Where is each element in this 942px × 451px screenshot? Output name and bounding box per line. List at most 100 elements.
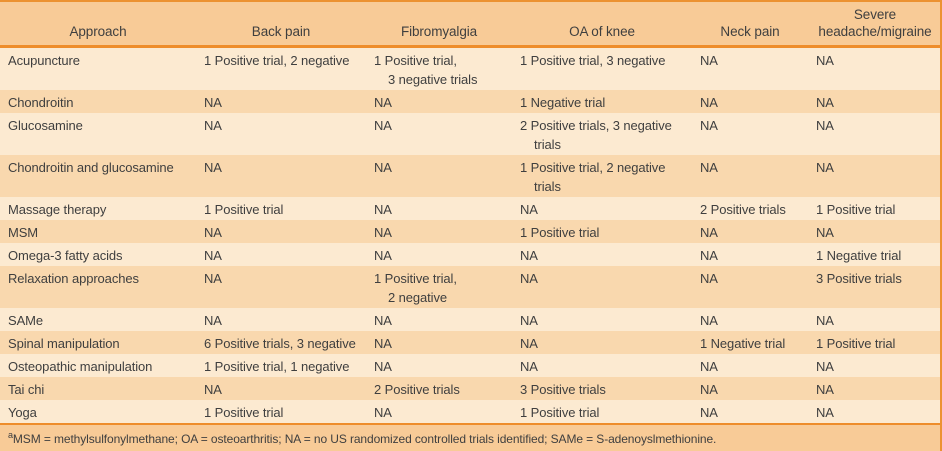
- trial-result-cell: NA: [692, 46, 808, 90]
- cell-text: NA: [374, 224, 392, 240]
- cell-text: 1 Negative trial: [816, 247, 902, 263]
- trial-result-cell: 3 Positive trials: [512, 377, 692, 400]
- trial-result-cell: 1 Positive trial, 2 negative: [196, 46, 366, 90]
- trial-result-cell: NA: [196, 113, 366, 155]
- trial-result-cell: NA: [196, 308, 366, 331]
- cell-text: 1 Positive trial, 2 negative: [520, 159, 666, 175]
- cell-text: NA: [374, 247, 392, 263]
- cell-text: 1 Positive trial: [816, 201, 896, 217]
- cell-text: Massage therapy: [8, 201, 107, 217]
- approach-cell: Chondroitin: [0, 90, 196, 113]
- trial-result-cell: 6 Positive trials, 3 negative: [196, 331, 366, 354]
- trial-result-cell: NA: [512, 331, 692, 354]
- cell-text: 2 Positive trials, 3 negative: [520, 117, 672, 133]
- trial-result-cell: NA: [196, 377, 366, 400]
- approach-cell: Acupuncture: [0, 46, 196, 90]
- trial-result-cell: NA: [808, 113, 940, 155]
- cell-text: NA: [204, 312, 222, 328]
- cell-text: NA: [374, 117, 392, 133]
- trial-result-cell: NA: [366, 331, 512, 354]
- trial-result-cell: NA: [196, 90, 366, 113]
- cell-text: 6 Positive trials, 3 negative: [204, 335, 356, 351]
- cell-text: NA: [700, 117, 718, 133]
- cell-text: Relaxation approaches: [8, 270, 139, 286]
- trial-result-cell: NA: [692, 377, 808, 400]
- cell-text: 1 Positive trial, 3 negative: [520, 52, 666, 68]
- cell-text: NA: [374, 201, 392, 217]
- cell-text: NA: [374, 159, 392, 175]
- table-row: Chondroitin NA NA 1 Negative trial NA NA: [0, 89, 940, 113]
- approach-cell: SAMe: [0, 308, 196, 331]
- cell-text: 1 Positive trial, 1 negative: [204, 358, 350, 374]
- trial-result-cell: NA: [692, 308, 808, 331]
- cell-text: NA: [816, 404, 834, 420]
- trial-result-cell: NA: [366, 354, 512, 377]
- cell-text: 3 Positive trials: [816, 270, 902, 286]
- cell-text: 1 Positive trial: [816, 335, 896, 351]
- column-header-severe-headache: Severe headache/migraine: [808, 2, 940, 48]
- trial-result-cell: NA: [366, 197, 512, 220]
- column-header-approach: Approach: [0, 2, 196, 48]
- trial-result-cell: 1 Positive trial: [196, 400, 366, 423]
- approach-cell: Relaxation approaches: [0, 266, 196, 308]
- cell-text: 1 Positive trial: [520, 404, 600, 420]
- cell-text: NA: [816, 52, 834, 68]
- trial-result-cell: NA: [366, 243, 512, 266]
- trial-result-cell: 1 Negative trial: [692, 331, 808, 354]
- approach-cell: Osteopathic manipulation: [0, 354, 196, 377]
- column-header-neck-pain: Neck pain: [692, 2, 808, 48]
- trial-result-cell: 2 Positive trials, 3 negative trials: [512, 113, 692, 155]
- trial-result-cell: 1 Positive trial: [512, 220, 692, 243]
- cell-text: Glucosamine: [8, 117, 83, 133]
- trial-result-cell: NA: [808, 354, 940, 377]
- trial-result-cell: NA: [512, 266, 692, 308]
- cell-text: NA: [700, 358, 718, 374]
- trial-result-cell: 1 Positive trial, 1 negative: [196, 354, 366, 377]
- table-row: Massage therapy 1 Positive trial NA NA 2 Pos…: [0, 196, 940, 220]
- table-row: Tai chi NA 2 Positive trials 3 Positive tri…: [0, 376, 940, 400]
- table-row: Osteopathic manipulation 1 Positive trial…: [0, 353, 940, 377]
- cell-text: NA: [700, 381, 718, 397]
- cell-text: NA: [374, 94, 392, 110]
- cell-text: 1 Positive trial, 2 negative: [204, 52, 350, 68]
- table-row: Relaxation approaches NA 1 Positive trial,…: [0, 265, 940, 308]
- trial-result-cell: NA: [692, 400, 808, 423]
- trial-result-cell: NA: [808, 155, 940, 197]
- cell-text: NA: [204, 159, 222, 175]
- cell-text: NA: [700, 159, 718, 175]
- trial-result-cell: 1 Negative trial: [512, 90, 692, 113]
- cell-text-continuation: 2 negative: [388, 289, 447, 305]
- trial-result-cell: NA: [366, 308, 512, 331]
- cell-text: Omega-3 fatty acids: [8, 247, 123, 263]
- table-footnote: aMSM = methylsulfonylmethane; OA = osteo…: [0, 422, 940, 451]
- cell-text: 1 Negative trial: [520, 94, 606, 110]
- trial-result-cell: NA: [512, 308, 692, 331]
- trial-result-cell: NA: [196, 243, 366, 266]
- approach-cell: Glucosamine: [0, 113, 196, 155]
- cell-text: Spinal manipulation: [8, 335, 120, 351]
- trial-result-cell: NA: [366, 400, 512, 423]
- trial-result-cell: NA: [512, 354, 692, 377]
- cell-text: Chondroitin: [8, 94, 74, 110]
- approach-cell: Massage therapy: [0, 197, 196, 220]
- cell-text: NA: [204, 94, 222, 110]
- cell-text: 1 Positive trial: [204, 404, 284, 420]
- trial-result-cell: NA: [512, 243, 692, 266]
- cell-text: NA: [700, 404, 718, 420]
- cell-text-continuation: trials: [534, 136, 561, 152]
- cell-text: Yoga: [8, 404, 37, 420]
- cell-text: NA: [816, 312, 834, 328]
- table-row: Chondroitin and glucosamine NA NA 1 Positiv…: [0, 154, 940, 197]
- cell-text: NA: [816, 224, 834, 240]
- cell-text: NA: [374, 358, 392, 374]
- trial-result-cell: NA: [196, 155, 366, 197]
- cell-text: Chondroitin and glucosamine: [8, 159, 174, 175]
- cell-text: 3 Positive trials: [520, 381, 606, 397]
- trial-result-cell: 1 Positive trial: [196, 197, 366, 220]
- column-header-back-pain: Back pain: [196, 2, 366, 48]
- trial-result-cell: NA: [808, 377, 940, 400]
- cell-text: 1 Positive trial: [204, 201, 284, 217]
- cell-text: NA: [816, 358, 834, 374]
- trial-result-cell: NA: [692, 220, 808, 243]
- trial-result-cell: 2 Positive trials: [692, 197, 808, 220]
